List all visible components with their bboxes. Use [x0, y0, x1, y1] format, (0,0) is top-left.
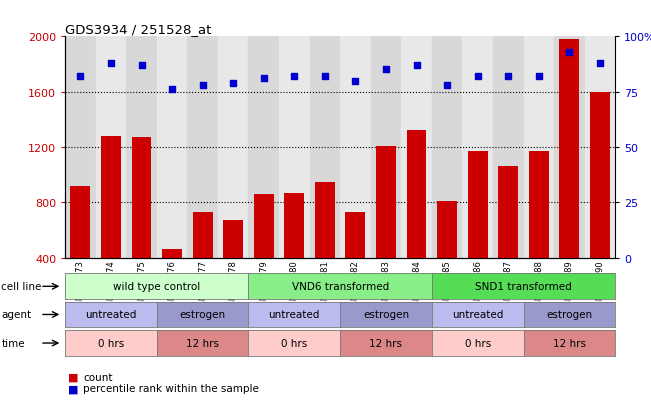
Bar [132, 138, 152, 313]
Bar [559, 40, 579, 313]
Point [197, 83, 208, 89]
Text: estrogen: estrogen [180, 310, 226, 320]
Bar [370, 37, 401, 258]
Bar [346, 213, 365, 313]
Point [411, 63, 422, 69]
Text: agent: agent [1, 310, 31, 320]
Text: ■: ■ [68, 372, 79, 382]
Point [136, 63, 146, 69]
Bar [467, 152, 488, 313]
Point [289, 74, 299, 80]
Text: 0 hrs: 0 hrs [465, 338, 491, 348]
Text: untreated: untreated [269, 310, 320, 320]
Bar [157, 37, 187, 258]
Point [228, 80, 238, 87]
Point [564, 49, 575, 56]
Point [442, 83, 452, 89]
Bar [590, 93, 610, 313]
Bar [279, 37, 310, 258]
Point [75, 74, 85, 80]
Bar [401, 37, 432, 258]
Bar [249, 37, 279, 258]
Text: percentile rank within the sample: percentile rank within the sample [83, 383, 259, 393]
Bar [462, 37, 493, 258]
Point [350, 78, 361, 85]
Bar [585, 37, 615, 258]
Text: cell line: cell line [1, 282, 42, 292]
Point [595, 60, 605, 67]
Bar [554, 37, 585, 258]
Point [534, 74, 544, 80]
Text: GDS3934 / 251528_at: GDS3934 / 251528_at [65, 23, 212, 36]
Point [258, 76, 269, 83]
Bar [218, 37, 249, 258]
Bar [101, 137, 121, 313]
Text: VND6 transformed: VND6 transformed [292, 282, 389, 292]
Text: 0 hrs: 0 hrs [281, 338, 307, 348]
Point [167, 87, 177, 93]
Text: time: time [1, 338, 25, 348]
Bar [523, 37, 554, 258]
Text: 0 hrs: 0 hrs [98, 338, 124, 348]
Bar [126, 37, 157, 258]
Bar [437, 202, 457, 313]
Bar [498, 167, 518, 313]
Bar [376, 146, 396, 313]
Bar [529, 152, 549, 313]
Bar [432, 37, 462, 258]
Text: ■: ■ [68, 383, 79, 393]
Text: SND1 transformed: SND1 transformed [475, 282, 572, 292]
Bar [310, 37, 340, 258]
Text: estrogen: estrogen [546, 310, 592, 320]
Text: count: count [83, 372, 113, 382]
Bar [340, 37, 370, 258]
Bar [70, 186, 90, 313]
Bar [407, 131, 426, 313]
Bar [193, 213, 213, 313]
Text: 12 hrs: 12 hrs [186, 338, 219, 348]
Bar [315, 182, 335, 313]
Point [473, 74, 483, 80]
Bar [65, 37, 96, 258]
Bar [493, 37, 523, 258]
Bar [223, 221, 243, 313]
Point [105, 60, 116, 67]
Bar [254, 195, 273, 313]
Bar [187, 37, 218, 258]
Text: 12 hrs: 12 hrs [370, 338, 402, 348]
Text: untreated: untreated [85, 310, 137, 320]
Text: estrogen: estrogen [363, 310, 409, 320]
Text: untreated: untreated [452, 310, 503, 320]
Bar [162, 250, 182, 313]
Text: 12 hrs: 12 hrs [553, 338, 586, 348]
Point [381, 67, 391, 74]
Bar [284, 193, 304, 313]
Text: wild type control: wild type control [113, 282, 201, 292]
Point [503, 74, 514, 80]
Point [320, 74, 330, 80]
Bar [96, 37, 126, 258]
